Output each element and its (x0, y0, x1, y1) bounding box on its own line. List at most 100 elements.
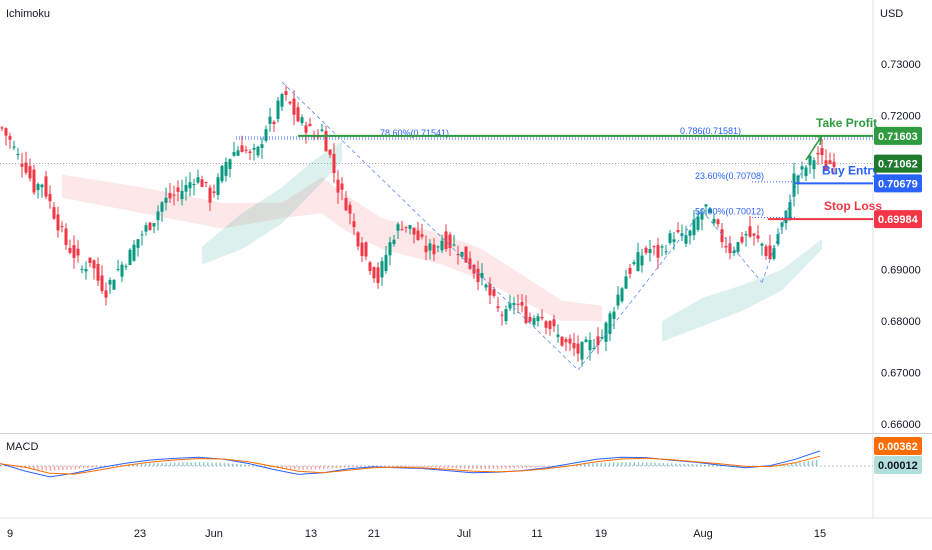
candle-body (108, 280, 112, 285)
candle-body (404, 226, 408, 228)
macd-histogram-bar (459, 466, 462, 469)
candle-body (536, 316, 540, 322)
fib-label: 50.00%(0.70012) (695, 207, 764, 217)
candle-body (632, 262, 636, 264)
candle-body (204, 182, 208, 184)
macd-histogram-bar (621, 462, 623, 466)
macd-histogram-bar (41, 466, 43, 471)
macd-histogram-bar (62, 466, 64, 471)
candle-body (212, 191, 216, 194)
candle-body (620, 288, 624, 302)
candle-body (788, 202, 792, 220)
candle-body (832, 161, 836, 167)
candle-body (36, 184, 40, 191)
macd-histogram-bar (799, 462, 801, 466)
candlestick-series (0, 85, 836, 367)
candle-body (528, 316, 532, 322)
candle-body (512, 302, 516, 306)
price-axis[interactable]: 0.730000.720000.710000.690000.680000.670… (874, 59, 922, 474)
candle-body (320, 129, 324, 131)
candle-body (492, 289, 496, 296)
macd-histogram-bar (385, 466, 387, 467)
candle-body (812, 160, 816, 170)
macd-histogram-bar (136, 464, 139, 466)
macd-histogram-bar (298, 466, 300, 470)
candle-body (344, 198, 348, 211)
macd-histogram-bar (525, 466, 528, 468)
macd-histogram-bar (691, 464, 694, 466)
candle-body (268, 116, 272, 124)
price-tick: 0.72000 (881, 110, 921, 122)
macd-histogram-bar (492, 466, 495, 469)
cloud-bearish (62, 174, 602, 322)
candle-body (308, 123, 312, 127)
candle-body (752, 233, 756, 236)
macd-histogram-bar (364, 466, 366, 467)
candle-body (808, 155, 812, 166)
candle-body (84, 268, 88, 272)
macd-histogram-bar (791, 463, 793, 466)
fib-trendline (281, 81, 579, 371)
time-tick: 15 (814, 528, 826, 540)
macd-histogram-bar (666, 463, 669, 466)
candle-body (712, 218, 716, 224)
candle-body (560, 336, 564, 346)
macd-histogram-bar (339, 466, 341, 468)
candle-body (16, 153, 20, 155)
macd-histogram-bar (376, 466, 379, 467)
price-tag (874, 210, 922, 229)
macd-histogram-bar (165, 462, 168, 466)
candle-body (548, 320, 552, 329)
macd-histogram-bar (414, 466, 416, 468)
candle-body (652, 246, 656, 248)
macd-histogram-bar (149, 463, 151, 466)
macd-histogram-bar (472, 466, 474, 470)
macd-histogram-bar (115, 465, 118, 466)
candle-body (740, 236, 744, 243)
candle-body (152, 223, 156, 227)
candle-body (364, 242, 368, 257)
candle-body (372, 267, 376, 279)
macd-histogram-bar (641, 462, 644, 466)
macd-histogram-bar (173, 462, 176, 466)
candle-body (28, 166, 32, 179)
currency-label: USD (880, 8, 903, 20)
candle-body (112, 279, 116, 290)
macd-histogram-bar (463, 466, 466, 469)
candle-body (524, 306, 528, 324)
macd-histogram-bar (430, 466, 433, 468)
candle-body (776, 234, 780, 245)
candle-body (612, 311, 616, 319)
macd-histogram-bar (467, 466, 470, 469)
candle-body (588, 339, 592, 351)
candle-body (92, 260, 96, 269)
candle-body (824, 160, 828, 172)
time-axis[interactable]: 9 23 Jun 13 21 Jul 11 19 Aug 15 (7, 528, 826, 540)
macd-histogram-bar (637, 462, 640, 466)
candle-body (568, 338, 572, 344)
macd-histogram-bar (82, 466, 85, 469)
macd-histogram-bar (786, 463, 789, 466)
macd-histogram-bar (120, 465, 122, 466)
price-tick: 0.67000 (881, 368, 921, 380)
candle-body (72, 245, 76, 258)
candle-body (232, 152, 236, 156)
macd-histogram-bar (356, 466, 358, 468)
candle-body (656, 245, 660, 258)
candle-body (792, 173, 796, 197)
candle-body (756, 235, 760, 239)
macd-histogram-bar (318, 466, 321, 470)
candle-body (572, 342, 576, 349)
candle-body (672, 239, 676, 242)
candle-body (780, 222, 784, 227)
price-tag-value: 0.71603 (878, 131, 918, 143)
candle-body (396, 224, 400, 231)
candle-body (140, 234, 144, 236)
macd-histogram-bar (347, 466, 350, 468)
candle-body (220, 165, 224, 182)
macd-histogram-bar (712, 465, 714, 466)
candle-body (556, 334, 560, 337)
candle-body (40, 184, 44, 188)
candle-body (388, 242, 392, 256)
